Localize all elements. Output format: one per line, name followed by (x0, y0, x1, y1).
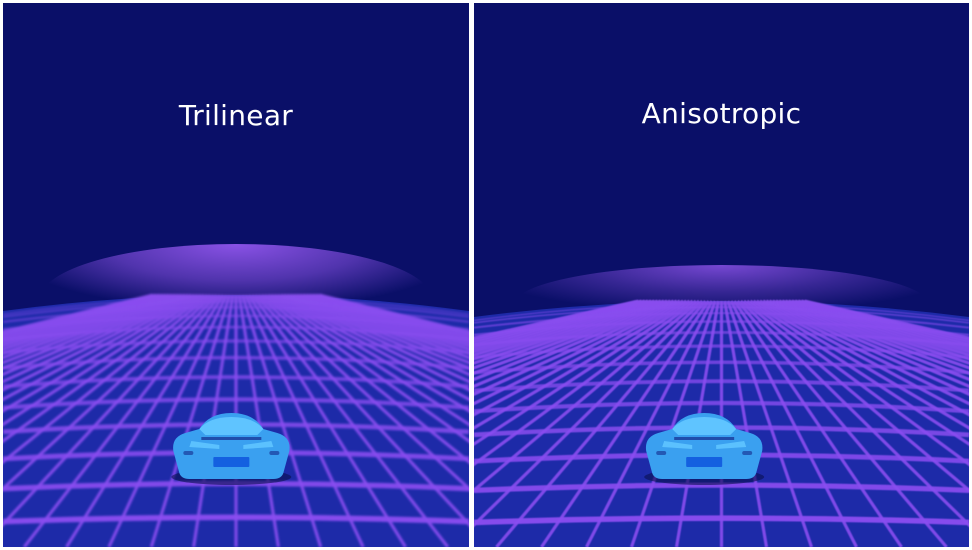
anisotropic-panel: Anisotropic (474, 3, 969, 547)
car (171, 413, 292, 485)
trilinear-scene (3, 3, 469, 547)
horizon-glow (40, 244, 432, 354)
horizon-glow (513, 265, 930, 345)
anisotropic-scene (474, 3, 969, 547)
trilinear-panel: Trilinear (3, 3, 469, 547)
car (644, 413, 765, 485)
trilinear-label: Trilinear (178, 99, 294, 132)
anisotropic-label: Anisotropic (641, 97, 802, 130)
